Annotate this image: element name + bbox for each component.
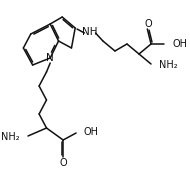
Text: OH: OH: [172, 39, 187, 49]
Text: NH₂: NH₂: [1, 132, 20, 142]
Text: NH₂: NH₂: [159, 60, 178, 70]
Text: OH: OH: [83, 127, 98, 137]
Text: NH: NH: [82, 27, 98, 37]
Text: O: O: [59, 158, 67, 168]
Text: N: N: [46, 53, 54, 63]
Text: O: O: [144, 19, 152, 29]
